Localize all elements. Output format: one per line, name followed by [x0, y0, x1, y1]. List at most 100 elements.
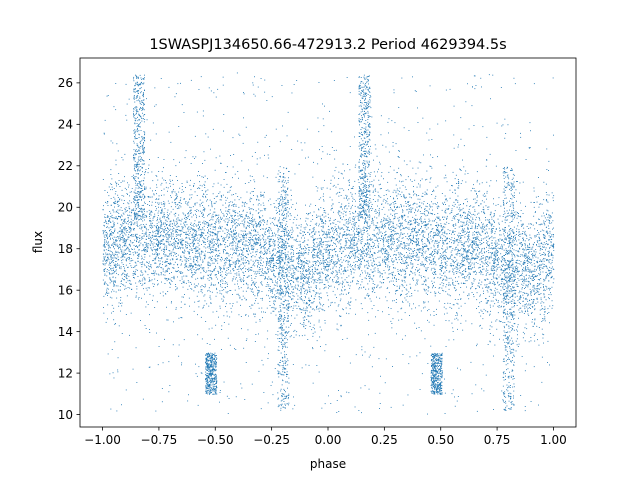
data-point — [147, 274, 149, 276]
data-point — [390, 255, 391, 257]
data-point — [305, 310, 307, 311]
data-point — [455, 239, 457, 241]
data-point — [380, 238, 382, 239]
data-point — [424, 259, 426, 261]
data-point — [366, 253, 368, 255]
data-point — [336, 228, 338, 230]
data-point — [210, 225, 212, 227]
data-point — [233, 229, 235, 231]
data-point — [265, 261, 267, 262]
data-point — [182, 272, 184, 274]
data-point — [508, 265, 510, 267]
data-point — [215, 221, 217, 223]
data-point — [125, 276, 127, 278]
data-point — [319, 263, 321, 265]
data-point — [176, 271, 177, 273]
data-point — [541, 215, 543, 217]
data-point — [425, 284, 426, 286]
data-point — [144, 265, 146, 267]
data-point — [459, 241, 461, 243]
data-point — [264, 233, 265, 235]
data-point — [375, 209, 377, 211]
data-point — [410, 271, 412, 273]
data-point — [460, 225, 462, 227]
data-point — [505, 259, 507, 261]
data-point — [492, 260, 494, 261]
data-point — [400, 274, 402, 276]
data-point — [110, 268, 112, 269]
data-point — [393, 229, 395, 231]
data-point — [146, 250, 148, 251]
data-point — [191, 216, 193, 218]
data-point — [369, 239, 371, 240]
data-point — [269, 278, 271, 280]
data-point — [532, 246, 534, 248]
data-point — [113, 225, 115, 227]
data-point — [412, 216, 414, 218]
data-point — [200, 272, 202, 274]
data-point — [313, 254, 315, 256]
data-point — [460, 287, 462, 288]
data-point — [337, 278, 339, 280]
data-point — [308, 260, 310, 262]
data-point — [166, 261, 168, 263]
data-point — [158, 226, 159, 228]
data-point — [429, 165, 431, 167]
data-point — [359, 264, 361, 265]
data-point — [243, 244, 245, 246]
data-point — [344, 268, 346, 270]
data-point — [436, 229, 438, 231]
data-point — [372, 220, 374, 222]
data-point — [243, 209, 244, 211]
data-point — [504, 190, 506, 191]
data-point — [148, 261, 150, 263]
data-point — [509, 281, 511, 282]
data-point — [286, 247, 288, 249]
data-point — [423, 234, 424, 236]
data-point — [351, 228, 352, 230]
data-point — [116, 243, 118, 245]
data-point — [221, 271, 223, 273]
data-point — [166, 255, 168, 257]
data-point — [358, 231, 360, 233]
data-point — [199, 226, 200, 228]
data-point — [422, 213, 424, 215]
data-point — [187, 230, 189, 232]
data-point — [383, 178, 384, 180]
data-point — [208, 223, 210, 225]
data-point — [439, 235, 441, 237]
data-point — [362, 238, 364, 240]
data-point — [416, 267, 418, 268]
data-point — [235, 239, 237, 241]
data-point — [248, 262, 250, 264]
data-point — [390, 231, 392, 233]
data-point — [325, 278, 327, 280]
data-point — [444, 226, 446, 228]
data-point — [341, 289, 342, 291]
data-point — [105, 240, 107, 242]
data-point — [302, 248, 304, 250]
data-point — [517, 300, 519, 302]
data-point — [277, 259, 279, 261]
data-point — [326, 234, 328, 236]
data-point — [387, 254, 389, 256]
data-point — [460, 282, 462, 284]
data-point — [481, 256, 482, 258]
data-point — [413, 203, 415, 205]
data-point — [450, 277, 452, 279]
data-point — [115, 164, 117, 166]
data-point — [434, 256, 436, 258]
data-point — [417, 238, 419, 240]
data-point — [137, 246, 139, 248]
data-point — [422, 192, 424, 194]
data-point — [172, 249, 174, 251]
data-point — [294, 273, 296, 275]
data-point — [480, 273, 482, 275]
data-point — [288, 259, 290, 261]
data-point — [501, 264, 503, 266]
data-point — [137, 206, 139, 208]
data-point — [519, 303, 521, 304]
data-point — [430, 247, 432, 249]
data-point — [298, 244, 300, 246]
data-point — [489, 313, 491, 315]
